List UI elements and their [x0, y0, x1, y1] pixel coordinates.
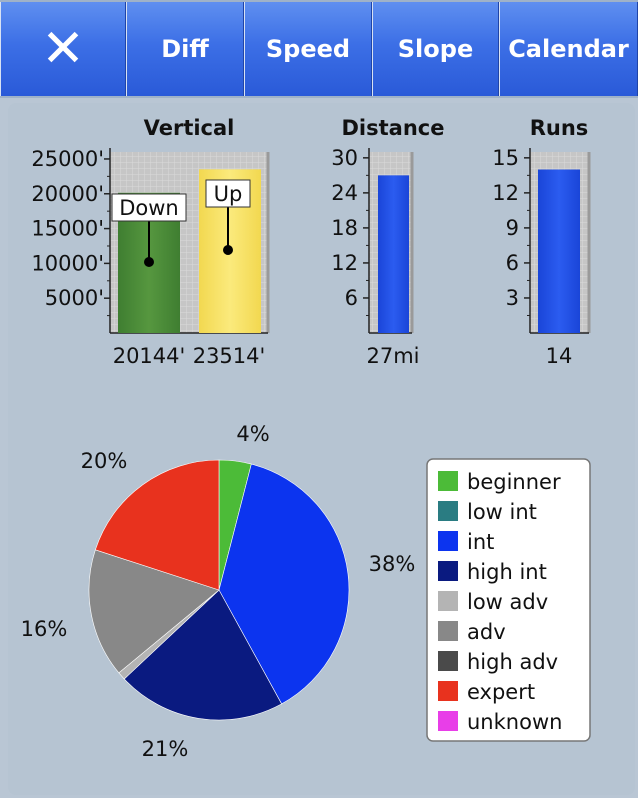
y-tick-label: 15000': [31, 217, 104, 241]
callout-box: [111, 193, 187, 222]
tab-speed[interactable]: Speed: [244, 2, 372, 96]
pie-slice-expert: [94, 459, 220, 591]
y-tick-label: 25000': [31, 147, 104, 171]
y-tick-label: 6: [345, 286, 358, 310]
close-icon: ✕: [41, 19, 85, 79]
pie-slice-high-int: [123, 589, 283, 721]
pie-slice-int: [218, 463, 350, 705]
legend-label: low int: [467, 500, 537, 524]
pie-label: 21%: [142, 737, 189, 761]
value-label: 14: [546, 344, 573, 368]
y-tick-label: 24: [331, 181, 358, 205]
tab-diff[interactable]: Diff: [126, 2, 244, 96]
legend-label: low adv: [467, 590, 548, 614]
value-label: 23514': [193, 344, 266, 368]
chart-title: Vertical: [144, 116, 235, 140]
legend-label: expert: [467, 680, 535, 704]
pie-label: 16%: [21, 617, 68, 641]
bar-runs: [538, 169, 580, 333]
callout-label: Down: [119, 196, 179, 220]
legend-swatch: [438, 591, 458, 611]
callout-label: Up: [214, 182, 243, 206]
y-tick-label: 5000': [45, 286, 104, 310]
y-tick-label: 18: [331, 216, 358, 240]
callout-dot: [223, 245, 233, 255]
legend-swatch: [438, 501, 458, 521]
legend-swatch: [438, 561, 458, 581]
y-tick-label: 9: [506, 216, 519, 240]
close-button[interactable]: ✕: [0, 2, 126, 96]
callout-box: [205, 179, 251, 208]
y-tick-label: 6: [506, 251, 519, 275]
legend-label: int: [467, 530, 494, 554]
legend-label: high int: [467, 560, 547, 584]
y-tick-label: 15: [492, 146, 519, 170]
legend-swatch: [438, 651, 458, 671]
value-label: 20144': [113, 344, 186, 368]
legend-label: beginner: [467, 470, 561, 494]
value-label: 27mi: [366, 344, 419, 368]
y-tick-label: 12: [492, 181, 519, 205]
y-tick-label: 10000': [31, 251, 104, 275]
bar-distance: [378, 175, 409, 333]
tab-slope[interactable]: Slope: [372, 2, 499, 96]
legend-swatch: [438, 711, 458, 731]
pie-label: 4%: [236, 422, 269, 446]
legend-swatch: [438, 471, 458, 491]
legend-label: high adv: [467, 650, 558, 674]
chart-title: Distance: [342, 116, 445, 140]
y-tick-label: 3: [506, 286, 519, 310]
pie-slice-adv: [88, 549, 220, 674]
tab-calendar[interactable]: Calendar: [499, 2, 638, 96]
callout-dot: [144, 257, 154, 267]
y-tick-label: 12: [331, 251, 358, 275]
legend-box: [426, 458, 591, 742]
legend-swatch: [438, 681, 458, 701]
legend-swatch: [438, 531, 458, 551]
pie-label: 20%: [81, 449, 128, 473]
legend-label: adv: [467, 620, 506, 644]
legend-swatch: [438, 621, 458, 641]
chart-title: Runs: [530, 116, 589, 140]
legend-label: unknown: [467, 710, 562, 734]
pie-label: 38%: [369, 552, 416, 576]
y-tick-label: 20000': [31, 182, 104, 206]
toolbar: ✕ Diff Speed Slope Calendar: [0, 0, 638, 98]
y-tick-label: 30: [331, 146, 358, 170]
